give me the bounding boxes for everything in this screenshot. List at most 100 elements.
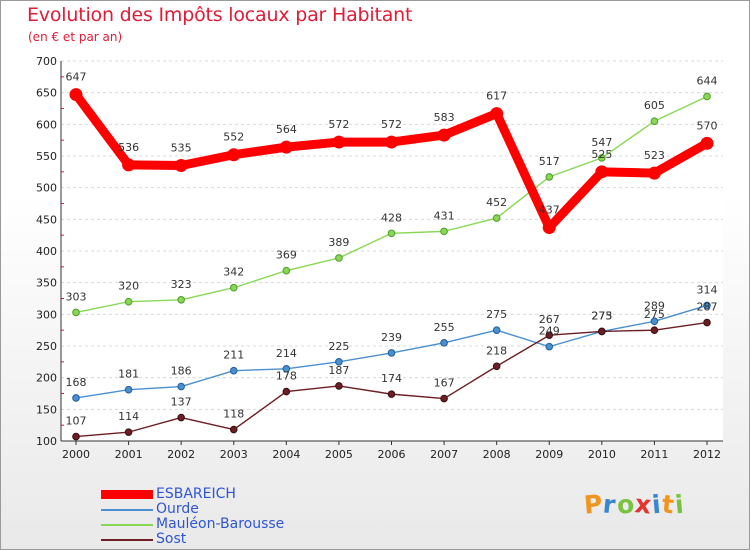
point-esbareich [227,148,241,162]
point-maul-on-barousse [650,117,659,125]
legend-label: Sost [156,531,187,547]
point-sost [72,432,80,441]
data-label-esbareich: 647 [66,71,87,84]
point-ourde [282,365,291,373]
data-label-sost: 275 [644,308,665,321]
legend-swatch [101,538,153,541]
point-sost [650,326,659,334]
y-tick-label: 550 [36,150,57,163]
x-tick-label: 2012 [693,448,721,461]
point-ourde [177,382,185,391]
point-maul-on-barousse [177,295,185,304]
point-maul-on-barousse [387,229,396,238]
y-tick-label: 300 [36,308,57,321]
data-label-ourde: 211 [223,349,244,362]
point-sost [335,382,343,390]
x-tick-label: 2010 [588,448,616,461]
data-label-sost: 178 [276,370,297,383]
x-tick-label: 2003 [220,448,248,461]
data-label-sost: 218 [486,344,507,357]
point-maul-on-barousse [282,266,291,275]
y-tick-label: 100 [36,435,57,448]
x-tick-label: 2006 [378,448,406,461]
data-label-sost: 137 [171,396,192,409]
y-tick-label: 450 [36,213,57,226]
proxiti-logo: Proxiti [583,489,686,520]
point-ourde [387,349,396,357]
data-label-esbareich: 523 [644,149,665,162]
point-ourde [335,358,343,366]
point-esbareich [490,107,504,121]
point-sost [282,387,291,396]
data-label-esbareich: 552 [223,131,244,144]
x-tick-label: 2005 [325,448,353,461]
data-label-maul-on-barousse: 644 [697,74,718,87]
point-esbareich [279,140,293,154]
point-sost [440,394,448,403]
data-label-ourde: 314 [697,283,718,296]
data-label-esbareich: 583 [434,111,455,124]
data-label-ourde: 275 [486,308,507,321]
data-label-ourde: 273 [591,309,612,322]
data-label-ourde: 225 [328,340,349,353]
data-label-esbareich: 437 [539,204,560,217]
chart-title: Evolution des Impôts locaux par Habitant [27,4,413,26]
x-tick-label: 2009 [535,448,563,461]
y-tick-label: 350 [36,277,57,290]
data-label-maul-on-barousse: 323 [171,278,192,291]
x-tick-label: 2001 [115,448,143,461]
data-label-maul-on-barousse: 369 [276,249,297,262]
data-label-esbareich: 564 [276,123,297,136]
point-esbareich [437,128,451,142]
data-label-esbareich: 535 [171,142,192,155]
legend-swatch [101,508,153,511]
point-maul-on-barousse [492,214,501,222]
point-ourde [703,301,711,310]
data-label-maul-on-barousse: 428 [381,211,402,224]
data-label-esbareich: 525 [591,148,612,161]
y-tick-label: 700 [36,55,57,68]
point-sost [124,428,133,436]
data-label-maul-on-barousse: 342 [223,266,244,279]
logo-letter: i [673,489,686,520]
point-maul-on-barousse [72,308,80,317]
y-tick-label: 650 [36,87,57,100]
data-label-maul-on-barousse: 431 [434,209,455,222]
y-tick-label: 500 [36,182,57,195]
legend-label: Ourde [156,501,199,517]
point-ourde [440,339,448,347]
point-maul-on-barousse [440,227,448,236]
point-maul-on-barousse [124,297,133,306]
point-esbareich [647,166,661,180]
point-sost [492,362,501,371]
data-label-esbareich: 570 [697,119,718,132]
data-label-maul-on-barousse: 605 [644,99,665,112]
data-label-ourde: 249 [539,325,560,338]
point-sost [177,413,185,422]
data-label-ourde: 239 [381,331,402,344]
legend-label: ESBAREICH [156,486,236,502]
data-label-sost: 114 [118,410,139,423]
x-tick-label: 2000 [62,448,90,461]
legend-label: Mauléon-Barousse [156,516,285,532]
data-label-maul-on-barousse: 389 [328,236,349,249]
point-esbareich [174,159,188,172]
point-ourde [124,385,133,394]
point-esbareich [542,221,556,235]
point-maul-on-barousse [335,254,343,262]
point-esbareich [69,88,83,102]
data-label-sost: 167 [434,377,455,390]
data-label-sost: 187 [328,364,349,377]
legend-swatch [101,523,153,526]
point-esbareich [595,165,609,179]
data-label-ourde: 255 [434,321,455,334]
point-sost [703,318,711,327]
data-label-ourde: 289 [644,299,665,312]
point-esbareich [332,135,346,149]
point-esbareich [700,136,714,150]
point-ourde [72,394,80,402]
x-tick-label: 2011 [640,448,668,461]
data-label-esbareich: 572 [381,118,402,131]
